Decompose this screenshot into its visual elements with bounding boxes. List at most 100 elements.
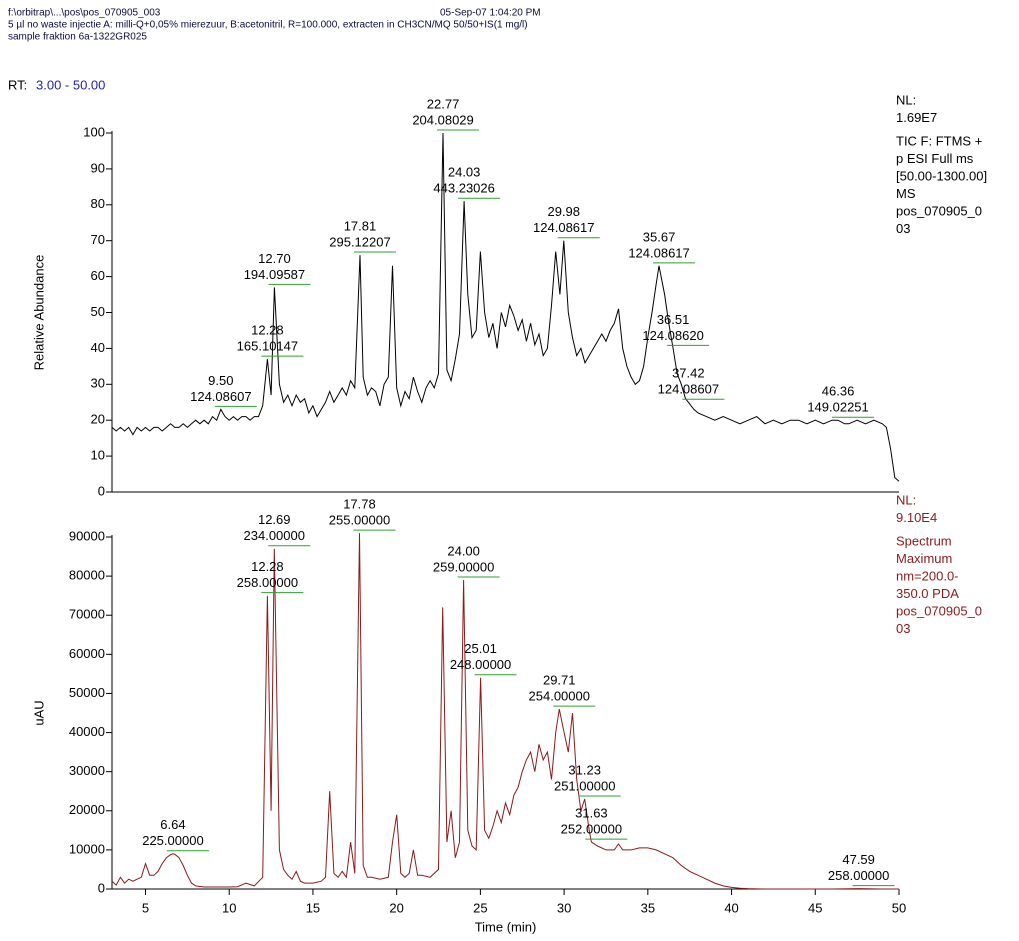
y-tick-label: 10 xyxy=(91,448,105,463)
y-tick-label: 60 xyxy=(91,268,105,283)
x-tick-label: 40 xyxy=(724,900,738,915)
info-line: NL: xyxy=(896,492,916,507)
info-line: 9.10E4 xyxy=(896,510,937,525)
y-tick-label: 40000 xyxy=(69,724,105,739)
trace xyxy=(111,533,899,890)
info-line: TIC F: FTMS + xyxy=(896,133,982,148)
y-tick-label: 10000 xyxy=(69,841,105,856)
info-line: 03 xyxy=(896,221,910,236)
peak-rt: 12.28 xyxy=(251,323,284,338)
peak-mass: 251.00000 xyxy=(554,778,615,793)
info-line: [50.00-1300.00] xyxy=(896,168,987,183)
peak-mass: 124.08620 xyxy=(642,328,703,343)
info-line: nm=200.0- xyxy=(896,568,959,583)
peak-mass: 204.08029 xyxy=(412,112,473,127)
y-tick-label: 0 xyxy=(98,483,105,498)
peak-mass: 259.00000 xyxy=(433,559,494,574)
peak-mass: 443.23026 xyxy=(433,181,494,196)
peak-mass: 124.08607 xyxy=(658,382,719,397)
peak-rt: 12.28 xyxy=(251,559,284,574)
x-tick-label: 30 xyxy=(557,900,571,915)
info-line: pos_070905_0 xyxy=(896,603,982,618)
peak-rt: 47.59 xyxy=(842,852,875,867)
peak-rt: 37.42 xyxy=(672,366,705,381)
y-tick-label: 70000 xyxy=(69,607,105,622)
peak-rt: 6.64 xyxy=(160,817,185,832)
y-tick-label: 50000 xyxy=(69,685,105,700)
peak-mass: 124.08617 xyxy=(628,245,689,260)
y-tick-label: 90000 xyxy=(69,528,105,543)
info-line: 1.69E7 xyxy=(896,110,937,125)
info-line: pos_070905_0 xyxy=(896,203,982,218)
x-tick-label: 5 xyxy=(142,900,149,915)
header-method: 5 µl no waste injectie A: milli-Q+0,05% … xyxy=(8,20,528,31)
peak-mass: 124.08607 xyxy=(190,389,251,404)
header-date: 05-Sep-07 1:04:20 PM xyxy=(440,8,541,19)
rt-range: 3.00 - 50.00 xyxy=(36,77,105,92)
y-tick-label: 60000 xyxy=(69,646,105,661)
peak-rt: 12.69 xyxy=(258,512,291,527)
y-tick-label: 70 xyxy=(91,232,105,247)
peak-rt: 22.77 xyxy=(427,96,460,111)
peak-mass: 248.00000 xyxy=(450,657,511,672)
y-tick-label: 30000 xyxy=(69,763,105,778)
peak-rt: 25.01 xyxy=(464,641,497,656)
peak-rt: 17.81 xyxy=(344,218,377,233)
peak-rt: 31.63 xyxy=(575,806,608,821)
rt-label: RT: xyxy=(8,77,27,92)
peak-rt: 46.36 xyxy=(822,384,855,399)
peak-rt: 35.67 xyxy=(643,229,676,244)
peak-mass: 225.00000 xyxy=(142,833,203,848)
y-axis-label: uAU xyxy=(31,700,46,725)
info-line: p ESI Full ms xyxy=(896,151,974,166)
peak-mass: 124.08617 xyxy=(533,220,594,235)
peak-rt: 36.51 xyxy=(657,312,690,327)
peak-mass: 149.02251 xyxy=(807,400,868,415)
peak-mass: 194.09587 xyxy=(244,267,305,282)
x-tick-label: 45 xyxy=(808,900,822,915)
y-tick-label: 30 xyxy=(91,376,105,391)
peak-mass: 254.00000 xyxy=(529,689,590,704)
x-tick-label: 15 xyxy=(306,900,320,915)
x-tick-label: 20 xyxy=(389,900,403,915)
header-file: f:\orbitrap\...\pos\pos_070905_003 xyxy=(8,8,161,19)
info-line: Maximum xyxy=(896,551,952,566)
y-tick-label: 20000 xyxy=(69,802,105,817)
info-line: 350.0 PDA xyxy=(896,586,959,601)
peak-rt: 29.71 xyxy=(543,673,576,688)
y-tick-label: 100 xyxy=(83,124,105,139)
x-tick-label: 35 xyxy=(641,900,655,915)
peak-rt: 24.00 xyxy=(447,543,480,558)
y-tick-label: 80 xyxy=(91,196,105,211)
y-tick-label: 40 xyxy=(91,340,105,355)
x-tick-label: 25 xyxy=(473,900,487,915)
trace xyxy=(111,132,900,482)
peak-rt: 9.50 xyxy=(208,373,233,388)
y-tick-label: 20 xyxy=(91,412,105,427)
header-sample: sample fraktion 6a-1322GR025 xyxy=(8,32,147,43)
peak-rt: 24.03 xyxy=(448,165,481,180)
y-tick-label: 90 xyxy=(91,160,105,175)
peak-rt: 12.70 xyxy=(258,251,291,266)
peak-mass: 252.00000 xyxy=(561,822,622,837)
y-tick-label: 80000 xyxy=(69,568,105,583)
info-line: NL: xyxy=(896,92,916,107)
peak-mass: 258.00000 xyxy=(828,868,889,883)
peak-rt: 29.98 xyxy=(547,204,580,219)
peak-mass: 295.12207 xyxy=(329,234,390,249)
peak-mass: 165.10147 xyxy=(237,339,298,354)
peak-mass: 258.00000 xyxy=(237,575,298,590)
peak-rt: 17.78 xyxy=(343,497,376,512)
peak-mass: 234.00000 xyxy=(244,528,305,543)
y-tick-label: 0 xyxy=(98,880,105,895)
peak-mass: 255.00000 xyxy=(329,513,390,528)
y-axis-label: Relative Abundance xyxy=(31,255,46,371)
peak-rt: 31.23 xyxy=(568,762,601,777)
y-tick-label: 50 xyxy=(91,304,105,319)
x-tick-label: 10 xyxy=(222,900,236,915)
info-line: MS xyxy=(896,186,916,201)
x-axis-label: Time (min) xyxy=(475,919,537,934)
info-line: 03 xyxy=(896,621,910,636)
